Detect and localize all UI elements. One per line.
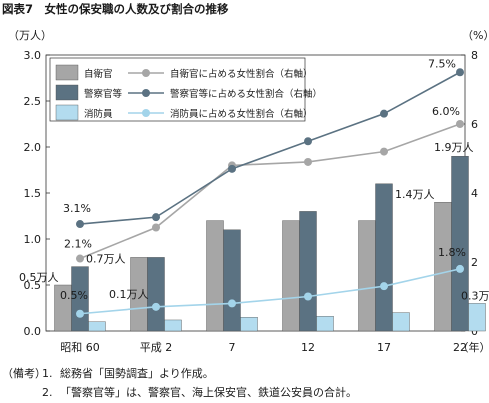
series-point-1 [304,157,312,166]
right-axis-tick-label: 0 [471,325,478,338]
x-tick-label: 平成 2 [140,341,173,354]
data-label: 0.5% [60,289,88,302]
note-text: 「警察官等」は、警察官、海上保安官、鉄道公安員の合計。 [60,386,357,399]
bar-1 [206,220,224,332]
series-point-3 [380,282,388,291]
note-number: 2. [42,386,53,399]
legend-swatch [55,64,79,81]
bar-1 [282,220,300,332]
x-tick-label: 12 [301,341,315,354]
left-axis-tick-label: 0.0 [24,325,42,338]
bar-2 [223,229,241,332]
data-label: 1.8% [438,246,466,259]
bar-2 [375,183,393,332]
data-label: 1.4万人 [395,188,435,201]
bar-1 [358,220,376,332]
left-axis-tick-label: 3.0 [24,49,42,62]
right-axis-unit: （%） [462,29,489,42]
series-point-1 [152,223,160,232]
bar-3 [468,303,486,332]
left-axis-tick-label: 2.5 [24,95,42,108]
bar-2 [299,211,317,332]
bar-3 [392,312,410,332]
series-point-3 [456,264,464,273]
left-axis-tick-label: 0.5 [24,279,42,292]
legend-label: 自衛官に占める女性割合（右軸） [170,68,313,80]
bar-1 [434,201,452,332]
bar-2 [71,266,89,332]
series-line-3 [79,268,461,315]
data-label: 1.9万人 [434,141,474,154]
x-tick-label: 7 [229,341,236,354]
legend-marker [142,69,150,77]
series-point-2 [152,213,160,222]
note-row-1: （備考）1. 総務省「国勢調査」より作成。 [2,365,214,381]
legend-swatch [55,84,79,101]
left-axis-tick-label: 1.0 [24,233,42,246]
bar-3 [164,319,182,332]
legend-label: 警察官等 [84,88,123,100]
series-point-3 [152,302,160,311]
series-point-3 [76,309,84,318]
legend-label: 消防員に占める女性割合（右軸） [170,108,313,120]
x-tick-label: 17 [377,341,391,354]
notes-prefix: （備考） [2,367,46,380]
series-point-3 [304,292,312,301]
series-point-1 [380,147,388,156]
data-label: 0.1万人 [109,288,149,301]
left-axis-unit: （万人） [8,29,52,42]
legend-label: 警察官等に占める女性割合（右軸） [170,88,322,100]
legend-marker [142,89,150,97]
series-point-1 [76,254,84,263]
data-label: 3.1% [63,202,91,215]
legend-marker [142,109,150,117]
right-axis-tick-label: 8 [471,49,478,62]
series-point-1 [456,120,464,128]
series-point-2 [304,137,312,146]
series-point-2 [380,109,388,118]
legend-label: 自衛官 [84,68,113,80]
left-axis-tick-label: 1.5 [24,187,42,200]
figure-title: 図表7 女性の保安職の人数及び割合の推移 [2,2,229,16]
series-point-2 [456,68,464,77]
right-axis-tick-label: 2 [471,256,478,269]
x-axis-unit: （年） [458,340,489,354]
x-tick-label: 22 [453,341,467,354]
data-label: 0.3万人 [461,289,489,302]
legend-box [49,57,306,122]
left-axis-tick-label: 2.0 [24,141,42,154]
legend-label: 消防員 [84,108,113,120]
right-axis-tick-label: 4 [471,187,478,200]
data-label: 2.1% [64,238,92,251]
data-label: 0.7万人 [86,253,126,266]
bar-3 [316,316,334,332]
series-line-2 [79,71,461,225]
series-line-1 [79,123,461,260]
note-number: 1. [42,367,53,380]
bar-3 [88,321,106,332]
bar-3 [240,317,258,332]
series-point-3 [228,299,236,308]
bar-2 [451,155,469,332]
bar-2 [147,257,165,332]
data-label: 6.0% [432,105,460,118]
legend-swatch [55,104,79,121]
right-axis-tick-label: 6 [471,118,478,131]
x-tick-label: 昭和 60 [60,341,100,354]
series-point-2 [228,164,236,173]
data-label: 0.5万人 [19,271,59,284]
series-point-2 [76,220,84,229]
note-text: 総務省「国勢調査」より作成。 [60,367,214,380]
note-row-2: 2. 「警察官等」は、警察官、海上保安官、鉄道公安員の合計。 [42,384,357,400]
data-label: 7.5% [428,57,456,70]
